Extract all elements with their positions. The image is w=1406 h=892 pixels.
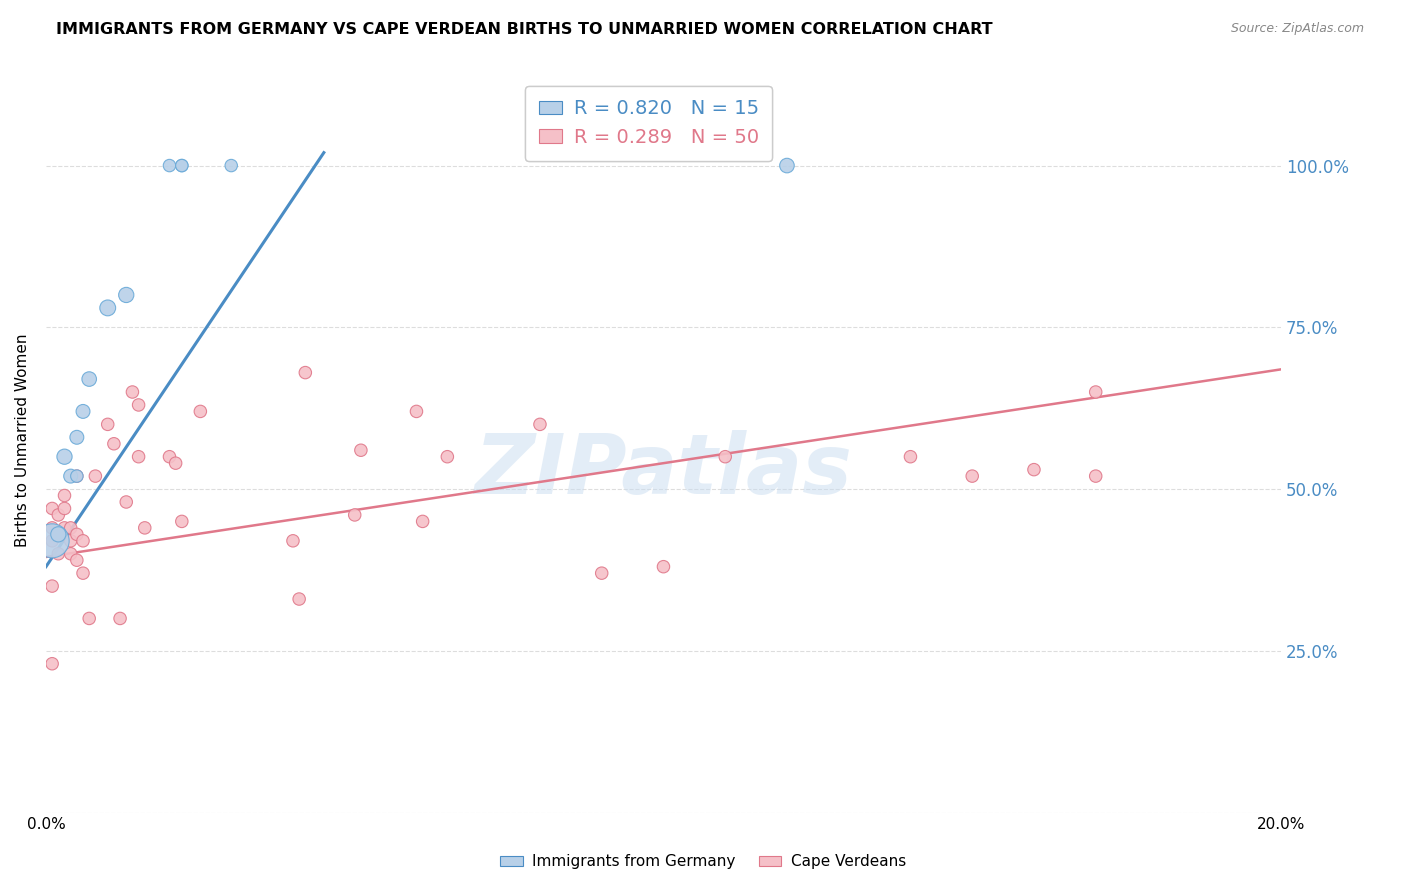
Legend: Immigrants from Germany, Cape Verdeans: Immigrants from Germany, Cape Verdeans — [494, 848, 912, 875]
Point — [97, 301, 120, 315]
Point — [59, 547, 82, 561]
Point — [412, 515, 434, 529]
Point — [66, 469, 89, 483]
Point — [41, 533, 63, 548]
Point — [46, 527, 69, 541]
Point — [59, 521, 82, 535]
Point — [41, 501, 63, 516]
Point — [41, 657, 63, 671]
Point — [41, 521, 63, 535]
Point — [53, 489, 76, 503]
Point — [591, 566, 613, 581]
Point — [134, 521, 156, 535]
Point — [66, 527, 89, 541]
Point — [72, 566, 94, 581]
Point — [170, 515, 193, 529]
Point — [72, 404, 94, 418]
Point — [66, 430, 89, 444]
Point — [108, 611, 131, 625]
Point — [59, 533, 82, 548]
Point — [350, 443, 373, 458]
Point — [53, 501, 76, 516]
Point — [77, 611, 100, 625]
Point — [46, 547, 69, 561]
Point — [59, 469, 82, 483]
Point — [128, 398, 150, 412]
Point — [121, 384, 143, 399]
Point — [1084, 384, 1107, 399]
Point — [288, 592, 311, 607]
Point — [103, 436, 125, 450]
Point — [165, 456, 187, 470]
Point — [281, 533, 304, 548]
Point — [84, 469, 107, 483]
Point — [115, 495, 138, 509]
Point — [128, 450, 150, 464]
Point — [41, 579, 63, 593]
Point — [170, 159, 193, 173]
Text: IMMIGRANTS FROM GERMANY VS CAPE VERDEAN BIRTHS TO UNMARRIED WOMEN CORRELATION CH: IMMIGRANTS FROM GERMANY VS CAPE VERDEAN … — [56, 22, 993, 37]
Point — [1022, 463, 1045, 477]
Point — [960, 469, 983, 483]
Point — [405, 404, 427, 418]
Point — [66, 469, 89, 483]
Point — [188, 404, 211, 418]
Point — [53, 450, 76, 464]
Point — [97, 417, 120, 432]
Point — [776, 159, 799, 173]
Point — [159, 159, 181, 173]
Point — [652, 559, 675, 574]
Point — [115, 288, 138, 302]
Point — [41, 533, 63, 548]
Point — [159, 450, 181, 464]
Text: ZIPatlas: ZIPatlas — [475, 430, 852, 511]
Text: Source: ZipAtlas.com: Source: ZipAtlas.com — [1230, 22, 1364, 36]
Point — [219, 159, 242, 173]
Point — [714, 450, 737, 464]
Y-axis label: Births to Unmarried Women: Births to Unmarried Women — [15, 334, 30, 548]
Point — [46, 508, 69, 522]
Point — [294, 366, 316, 380]
Point — [66, 553, 89, 567]
Point — [436, 450, 458, 464]
Point — [72, 533, 94, 548]
Point — [900, 450, 922, 464]
Point — [46, 527, 69, 541]
Point — [343, 508, 366, 522]
Point — [170, 159, 193, 173]
Point — [529, 417, 551, 432]
Point — [1084, 469, 1107, 483]
Legend: R = 0.820   N = 15, R = 0.289   N = 50: R = 0.820 N = 15, R = 0.289 N = 50 — [524, 86, 772, 161]
Point — [53, 521, 76, 535]
Point — [77, 372, 100, 386]
